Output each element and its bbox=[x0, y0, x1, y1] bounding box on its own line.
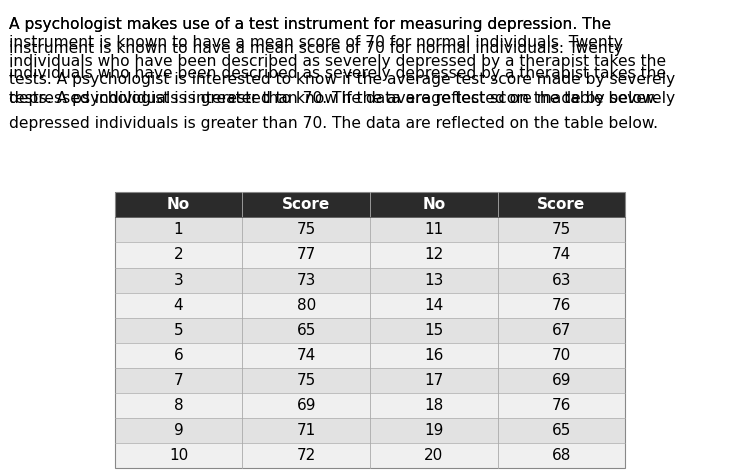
Text: individuals who have been described as severely depressed by a therapist takes t: individuals who have been described as s… bbox=[9, 54, 666, 69]
Bar bbox=[115, 418, 243, 443]
Text: individuals who have been described as severely depressed by a therapist takes t: individuals who have been described as s… bbox=[9, 66, 666, 81]
Text: 77: 77 bbox=[297, 247, 316, 263]
Bar bbox=[243, 368, 370, 393]
Text: instrument is known to have a mean score of 70 for normal individuals. Twenty: instrument is known to have a mean score… bbox=[9, 41, 623, 57]
Text: depressed individuals is greater than 70. The data are reflected on the table be: depressed individuals is greater than 70… bbox=[9, 91, 658, 106]
Text: 7: 7 bbox=[174, 373, 184, 388]
Bar bbox=[243, 393, 370, 418]
Text: 75: 75 bbox=[297, 373, 316, 388]
Text: instrument is known to have a mean score of 70 for normal individuals. Twenty: instrument is known to have a mean score… bbox=[9, 35, 623, 50]
Bar bbox=[243, 318, 370, 342]
Text: 16: 16 bbox=[424, 348, 443, 363]
Bar bbox=[243, 342, 370, 368]
Text: 5: 5 bbox=[174, 323, 184, 338]
Text: 13: 13 bbox=[424, 273, 443, 287]
Text: 3: 3 bbox=[174, 273, 184, 287]
Bar bbox=[497, 418, 625, 443]
Text: 18: 18 bbox=[424, 398, 443, 413]
Bar bbox=[497, 293, 625, 318]
Bar bbox=[370, 393, 497, 418]
Bar bbox=[115, 192, 243, 218]
Bar bbox=[497, 368, 625, 393]
Bar bbox=[497, 318, 625, 342]
Text: 69: 69 bbox=[297, 398, 316, 413]
Bar bbox=[370, 293, 497, 318]
Text: 63: 63 bbox=[552, 273, 571, 287]
Text: 74: 74 bbox=[297, 348, 316, 363]
Text: 68: 68 bbox=[552, 448, 571, 463]
Text: depressed individuals is greater than 70. The data are reflected on the table be: depressed individuals is greater than 70… bbox=[9, 116, 658, 131]
Text: 19: 19 bbox=[424, 423, 443, 438]
Text: 1: 1 bbox=[174, 222, 184, 238]
Bar bbox=[370, 418, 497, 443]
Text: 2: 2 bbox=[174, 247, 184, 263]
Bar bbox=[115, 293, 243, 318]
Text: 76: 76 bbox=[552, 398, 571, 413]
Bar bbox=[115, 368, 243, 393]
Text: Score: Score bbox=[282, 198, 330, 212]
Text: 76: 76 bbox=[552, 297, 571, 313]
Text: 4: 4 bbox=[174, 297, 184, 313]
Bar bbox=[497, 242, 625, 267]
Bar bbox=[115, 318, 243, 342]
Text: tests. A psychologist is interested to know if the average test score made by se: tests. A psychologist is interested to k… bbox=[9, 91, 675, 106]
Bar bbox=[115, 218, 243, 242]
Bar bbox=[115, 393, 243, 418]
Bar bbox=[115, 267, 243, 293]
Text: 17: 17 bbox=[424, 373, 443, 388]
Bar bbox=[370, 242, 497, 267]
Bar bbox=[243, 267, 370, 293]
Text: 75: 75 bbox=[297, 222, 316, 238]
Text: 80: 80 bbox=[297, 297, 316, 313]
Text: 65: 65 bbox=[297, 323, 316, 338]
Text: 69: 69 bbox=[552, 373, 571, 388]
Text: tests. A psychologist is interested to know if the average test score made by se: tests. A psychologist is interested to k… bbox=[9, 72, 675, 87]
Bar bbox=[243, 443, 370, 468]
Text: 14: 14 bbox=[424, 297, 443, 313]
Text: 12: 12 bbox=[424, 247, 443, 263]
Bar bbox=[497, 443, 625, 468]
Text: 20: 20 bbox=[424, 448, 443, 463]
Text: 10: 10 bbox=[169, 448, 188, 463]
Text: 9: 9 bbox=[174, 423, 184, 438]
Text: A psychologist makes use of a test instrument for measuring depression. The: A psychologist makes use of a test instr… bbox=[9, 17, 611, 32]
Text: 67: 67 bbox=[552, 323, 571, 338]
Bar bbox=[115, 342, 243, 368]
Bar bbox=[370, 342, 497, 368]
Bar bbox=[243, 418, 370, 443]
Text: No: No bbox=[167, 198, 190, 212]
Text: 71: 71 bbox=[297, 423, 316, 438]
Text: 72: 72 bbox=[297, 448, 316, 463]
Text: 15: 15 bbox=[424, 323, 443, 338]
Text: Score: Score bbox=[537, 198, 585, 212]
Bar bbox=[370, 368, 497, 393]
Bar bbox=[370, 318, 497, 342]
Bar bbox=[243, 293, 370, 318]
Text: 8: 8 bbox=[174, 398, 184, 413]
Text: No: No bbox=[423, 198, 445, 212]
Text: 74: 74 bbox=[552, 247, 571, 263]
Bar bbox=[243, 242, 370, 267]
Text: A psychologist makes use of a test instrument for measuring depression. The: A psychologist makes use of a test instr… bbox=[9, 17, 611, 32]
Bar bbox=[115, 242, 243, 267]
Text: 70: 70 bbox=[552, 348, 571, 363]
Bar bbox=[497, 218, 625, 242]
Bar bbox=[370, 267, 497, 293]
Bar bbox=[243, 218, 370, 242]
Bar bbox=[497, 393, 625, 418]
Bar bbox=[497, 192, 625, 218]
Bar bbox=[370, 192, 497, 218]
Bar bbox=[497, 342, 625, 368]
Text: 6: 6 bbox=[174, 348, 184, 363]
Bar bbox=[370, 218, 497, 242]
Bar bbox=[115, 192, 625, 468]
Bar bbox=[497, 267, 625, 293]
Text: 75: 75 bbox=[552, 222, 571, 238]
Text: 11: 11 bbox=[424, 222, 443, 238]
Text: 73: 73 bbox=[297, 273, 316, 287]
Bar bbox=[370, 443, 497, 468]
Bar bbox=[243, 192, 370, 218]
Bar bbox=[115, 443, 243, 468]
Text: 65: 65 bbox=[552, 423, 571, 438]
